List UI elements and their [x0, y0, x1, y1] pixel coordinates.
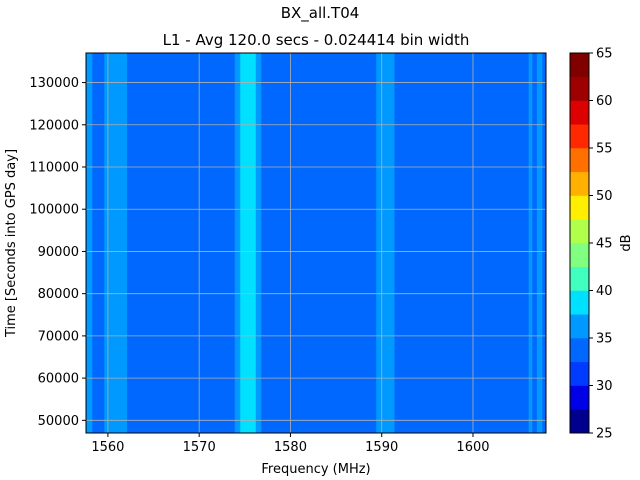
colorbar-tick-label: 50 — [596, 189, 613, 204]
heatmap-band-0 — [86, 53, 93, 433]
x-tick-label: 1590 — [365, 440, 398, 455]
colorbar-tick-label: 55 — [596, 142, 613, 157]
colorbar-segment — [570, 171, 589, 196]
colorbar-segment — [570, 195, 589, 220]
colorbar — [569, 52, 590, 434]
x-axis-label: Frequency (MHz) — [261, 462, 370, 477]
heatmap-band-1 — [104, 53, 128, 433]
y-tick-label: 50000 — [38, 414, 79, 429]
grid-lines — [86, 53, 546, 433]
colorbar-tick-label: 40 — [596, 284, 613, 299]
colorbar-segment — [570, 76, 589, 101]
colorbar-tick-label: 35 — [596, 332, 613, 347]
x-tick-label: 1570 — [183, 440, 216, 455]
y-tick-label: 110000 — [29, 161, 79, 176]
colorbar-tick-label: 30 — [596, 379, 613, 394]
y-axis-label: Time [Seconds into GPS day] — [4, 149, 19, 338]
heatmap-band-6 — [536, 53, 543, 433]
colorbar-ticks: 25 30 35 40 45 50 55 60 65 — [589, 47, 613, 442]
chart-subtitle: L1 - Avg 120.0 secs - 0.024414 bin width — [163, 31, 470, 49]
x-axis: 1560 1570 1580 1590 1600 — [91, 433, 490, 455]
colorbar-tick-label: 60 — [596, 94, 613, 109]
plot-area — [86, 53, 546, 433]
heatmap-band-4 — [376, 53, 395, 433]
chart-title: BX_all.T04 — [281, 4, 360, 23]
heatmap-band-3 — [240, 53, 256, 433]
colorbar-segment — [570, 219, 589, 244]
x-tick-label: 1580 — [274, 440, 307, 455]
colorbar-segment — [570, 290, 589, 315]
heatmap-band-5 — [528, 53, 533, 433]
colorbar-segment — [570, 148, 589, 173]
colorbar-label: dB — [619, 234, 634, 251]
colorbar-segment — [570, 409, 589, 434]
colorbar-segment — [570, 314, 589, 339]
heatmap-background — [86, 53, 546, 433]
colorbar-tick-label: 25 — [596, 427, 613, 442]
x-tick-label: 1560 — [91, 440, 124, 455]
y-tick-label: 100000 — [29, 203, 79, 218]
colorbar-tick-label: 45 — [596, 237, 613, 252]
y-tick-label: 80000 — [38, 287, 79, 302]
y-tick-label: 60000 — [38, 372, 79, 387]
x-tick-label: 1600 — [456, 440, 489, 455]
y-tick-label: 130000 — [29, 76, 79, 91]
colorbar-segment — [570, 385, 589, 410]
plot-frame — [85, 52, 547, 434]
y-tick-label: 70000 — [38, 329, 79, 344]
colorbar-segment — [570, 266, 589, 291]
colorbar-segment — [570, 100, 589, 125]
colorbar-tick-label: 65 — [596, 47, 613, 62]
colorbar-segment — [570, 338, 589, 363]
colorbar-segment — [570, 243, 589, 268]
colorbar-segment — [570, 53, 589, 78]
y-axis: 50000 60000 70000 80000 90000 100000 110000 120… — [29, 76, 86, 429]
colorbar-segment — [570, 124, 589, 149]
y-tick-label: 90000 — [38, 245, 79, 260]
colorbar-segment — [570, 361, 589, 386]
y-tick-label: 120000 — [29, 118, 79, 133]
